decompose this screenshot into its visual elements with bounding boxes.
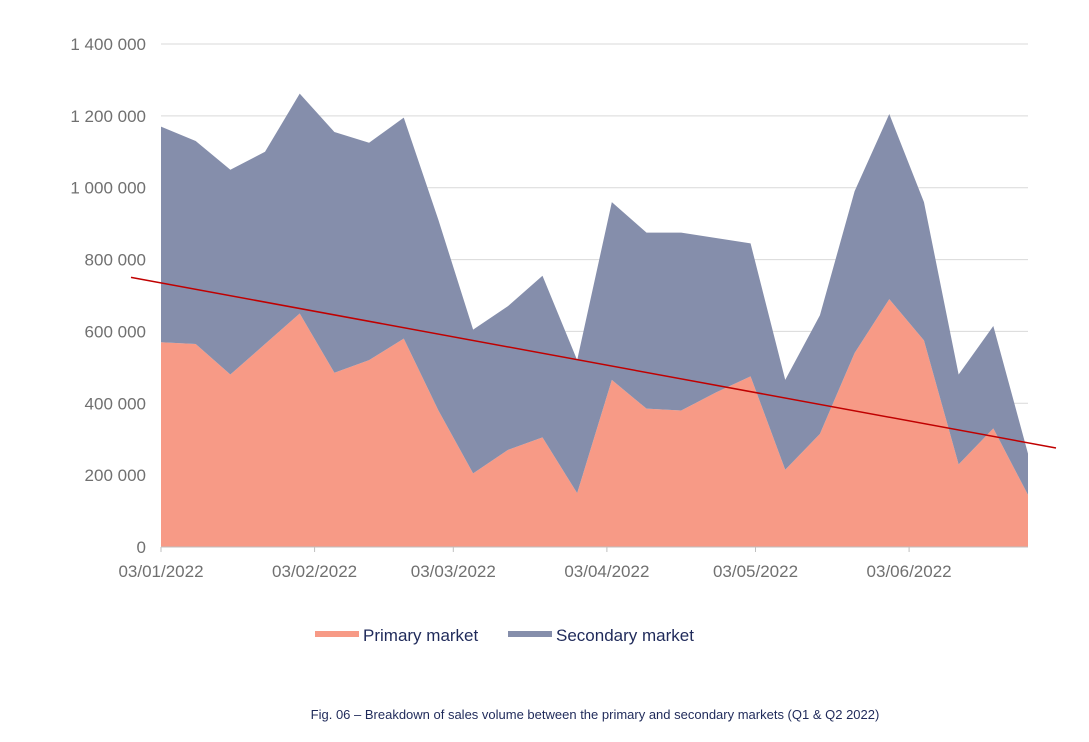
y-tick-label: 0	[137, 538, 146, 557]
y-tick-label: 1 200 000	[70, 107, 146, 126]
primary-market-area	[161, 299, 1028, 547]
x-tick-label: 03/04/2022	[564, 562, 649, 581]
trendline-group	[130, 276, 1057, 449]
legend: Primary market Secondary market	[315, 626, 694, 645]
axes: 0 200 000 400 000 600 000 800 000 1 000 000 1 …	[70, 35, 1028, 581]
legend-label-primary: Primary market	[363, 626, 479, 645]
secondary-market-area	[161, 93, 1028, 495]
x-tick-label: 03/06/2022	[867, 562, 952, 581]
x-tick-label: 03/03/2022	[411, 562, 496, 581]
y-tick-label: 200 000	[85, 466, 146, 485]
legend-swatch-primary	[315, 631, 359, 637]
figure-caption: Fig. 06 – Breakdown of sales volume betw…	[311, 707, 880, 722]
stacked-areas	[161, 93, 1028, 547]
y-tick-label: 400 000	[85, 394, 146, 413]
x-tick-label: 03/01/2022	[118, 562, 203, 581]
trendline	[130, 276, 1057, 449]
legend-swatch-secondary	[508, 631, 552, 637]
y-tick-label: 800 000	[85, 251, 146, 270]
y-tick-label: 600 000	[85, 322, 146, 341]
x-tick-label: 03/02/2022	[272, 562, 357, 581]
y-tick-label: 1 400 000	[70, 35, 146, 54]
legend-label-secondary: Secondary market	[556, 626, 694, 645]
y-tick-label: 1 000 000	[70, 179, 146, 198]
x-tick-label: 03/05/2022	[713, 562, 798, 581]
